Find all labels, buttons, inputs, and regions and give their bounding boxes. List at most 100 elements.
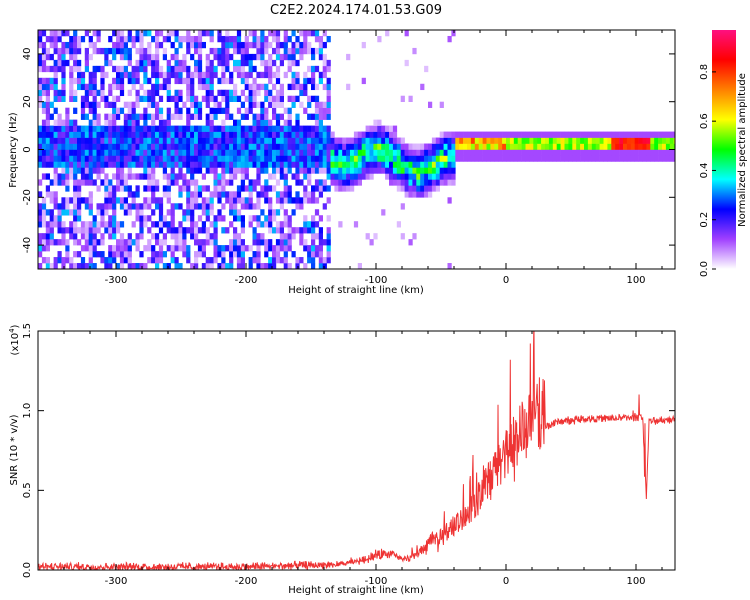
spectrogram-cell [166, 263, 171, 269]
spectrogram-cell [155, 77, 160, 85]
spectrogram-cell [396, 173, 401, 180]
spectrogram-cell [361, 77, 366, 85]
spectrogram-cell [392, 143, 398, 150]
spectrogram-cell [178, 245, 183, 252]
spectrogram-cell [112, 113, 117, 120]
spectrogram-cell [377, 119, 382, 126]
spectrogram-cell [92, 263, 97, 269]
spectrogram-cell [221, 137, 226, 144]
x-tick-label: 100 [626, 275, 645, 286]
spectrogram-cell [307, 155, 312, 162]
spectrogram-cell [556, 131, 561, 138]
spectrogram-cell [88, 119, 93, 126]
spectrogram-cell [53, 155, 58, 162]
spectrogram-cell [275, 155, 281, 162]
spectrogram-cell [100, 143, 105, 150]
spectrogram-cell [420, 83, 425, 91]
spectrogram-cell [385, 143, 390, 150]
spectrogram-cell [252, 185, 257, 192]
spectrogram-cell [623, 143, 628, 150]
spectrogram-cell [416, 161, 421, 168]
spectrogram-cell [166, 137, 171, 144]
spectrogram-cell [587, 137, 593, 144]
spectrogram-cell [135, 137, 140, 144]
spectrogram-cell [123, 143, 128, 150]
spectrogram-cell [96, 143, 101, 150]
spectrogram-cell [96, 125, 101, 132]
spectrogram-cell [182, 143, 187, 150]
spectrogram-cell [112, 107, 117, 114]
spectrogram-cell [350, 173, 355, 180]
spectrogram-cell [342, 173, 347, 180]
spectrogram-cell [143, 149, 148, 156]
spectrogram-cell [626, 131, 632, 138]
spectrogram-cell [96, 167, 101, 174]
spectrogram-cell [174, 137, 179, 144]
spectrogram-cell [357, 131, 362, 138]
spectrogram-cell [303, 47, 308, 55]
spectrogram-cell [209, 107, 214, 114]
spectrogram-cell [595, 155, 600, 162]
spectrogram-cell [584, 149, 589, 156]
spectrogram-cell [435, 161, 440, 168]
spectrogram-cell [545, 137, 550, 144]
spectrogram-cell [260, 137, 265, 144]
spectrogram-cell [478, 143, 483, 150]
spectrogram-cell [131, 173, 136, 180]
spectrogram-cell [545, 149, 550, 156]
spectrogram-cell [268, 41, 273, 49]
spectrogram-cell [268, 71, 273, 79]
spectrogram-cell [252, 65, 257, 73]
spectrogram-cell [248, 257, 253, 264]
spectrogram-cell [143, 167, 148, 174]
spectrogram-cell [233, 191, 238, 198]
spectrogram-cell [170, 143, 175, 150]
spectrogram-cell [221, 35, 226, 43]
spectrogram-cell [41, 53, 47, 61]
y-tick-label: 1.5 [22, 323, 33, 339]
spectrogram-cell [186, 35, 191, 43]
spectrogram-cell [143, 53, 148, 61]
spectrogram-cell [342, 143, 347, 150]
spectrogram-cell [174, 47, 179, 55]
spectrogram-cell [642, 143, 647, 150]
spectrogram-cell [225, 245, 230, 252]
spectrogram-cell [139, 59, 144, 67]
spectrogram-cell [53, 203, 58, 210]
spectrogram-cell [303, 215, 308, 222]
spectrogram-cell [365, 233, 370, 240]
spectrogram-cell [408, 95, 413, 102]
spectrogram-cell [260, 131, 265, 138]
spectrogram-cell [155, 239, 160, 246]
spectrogram-cell [318, 101, 323, 108]
spectrogram-cell [669, 131, 674, 138]
spectrogram-cell [275, 209, 281, 216]
spectrogram-cell [197, 65, 203, 73]
spectrogram-cell [334, 143, 339, 150]
y-tick-label: 20 [22, 95, 33, 108]
spectrogram-cell [201, 95, 206, 102]
spectrogram-cell [49, 227, 54, 234]
spectrogram-cell [431, 149, 437, 156]
spectrogram-cell [287, 215, 292, 222]
spectrogram-cell [412, 185, 417, 192]
spectrogram-cell [209, 47, 214, 55]
x-tick-label: -100 [365, 576, 388, 587]
spectrogram-cell [135, 245, 140, 252]
spectrogram-cell [182, 209, 187, 216]
spectrogram-cell [162, 251, 167, 258]
spectrogram-cell [174, 203, 179, 210]
spectrogram-cell [182, 53, 187, 61]
spectrogram-cell [591, 155, 596, 162]
spectrogram-cell [451, 173, 456, 180]
spectrogram-cell [264, 149, 269, 156]
spectrogram-cell [494, 131, 499, 138]
spectrogram-cell [174, 35, 179, 43]
spectrogram-cell [326, 257, 331, 264]
spectrogram-cell [252, 143, 257, 150]
spectrogram-cell [65, 113, 70, 120]
spectrogram-cell [541, 155, 546, 162]
spectrogram-cell [318, 71, 323, 79]
spectrogram-cell [307, 173, 312, 180]
spectrogram-cell [112, 221, 117, 228]
